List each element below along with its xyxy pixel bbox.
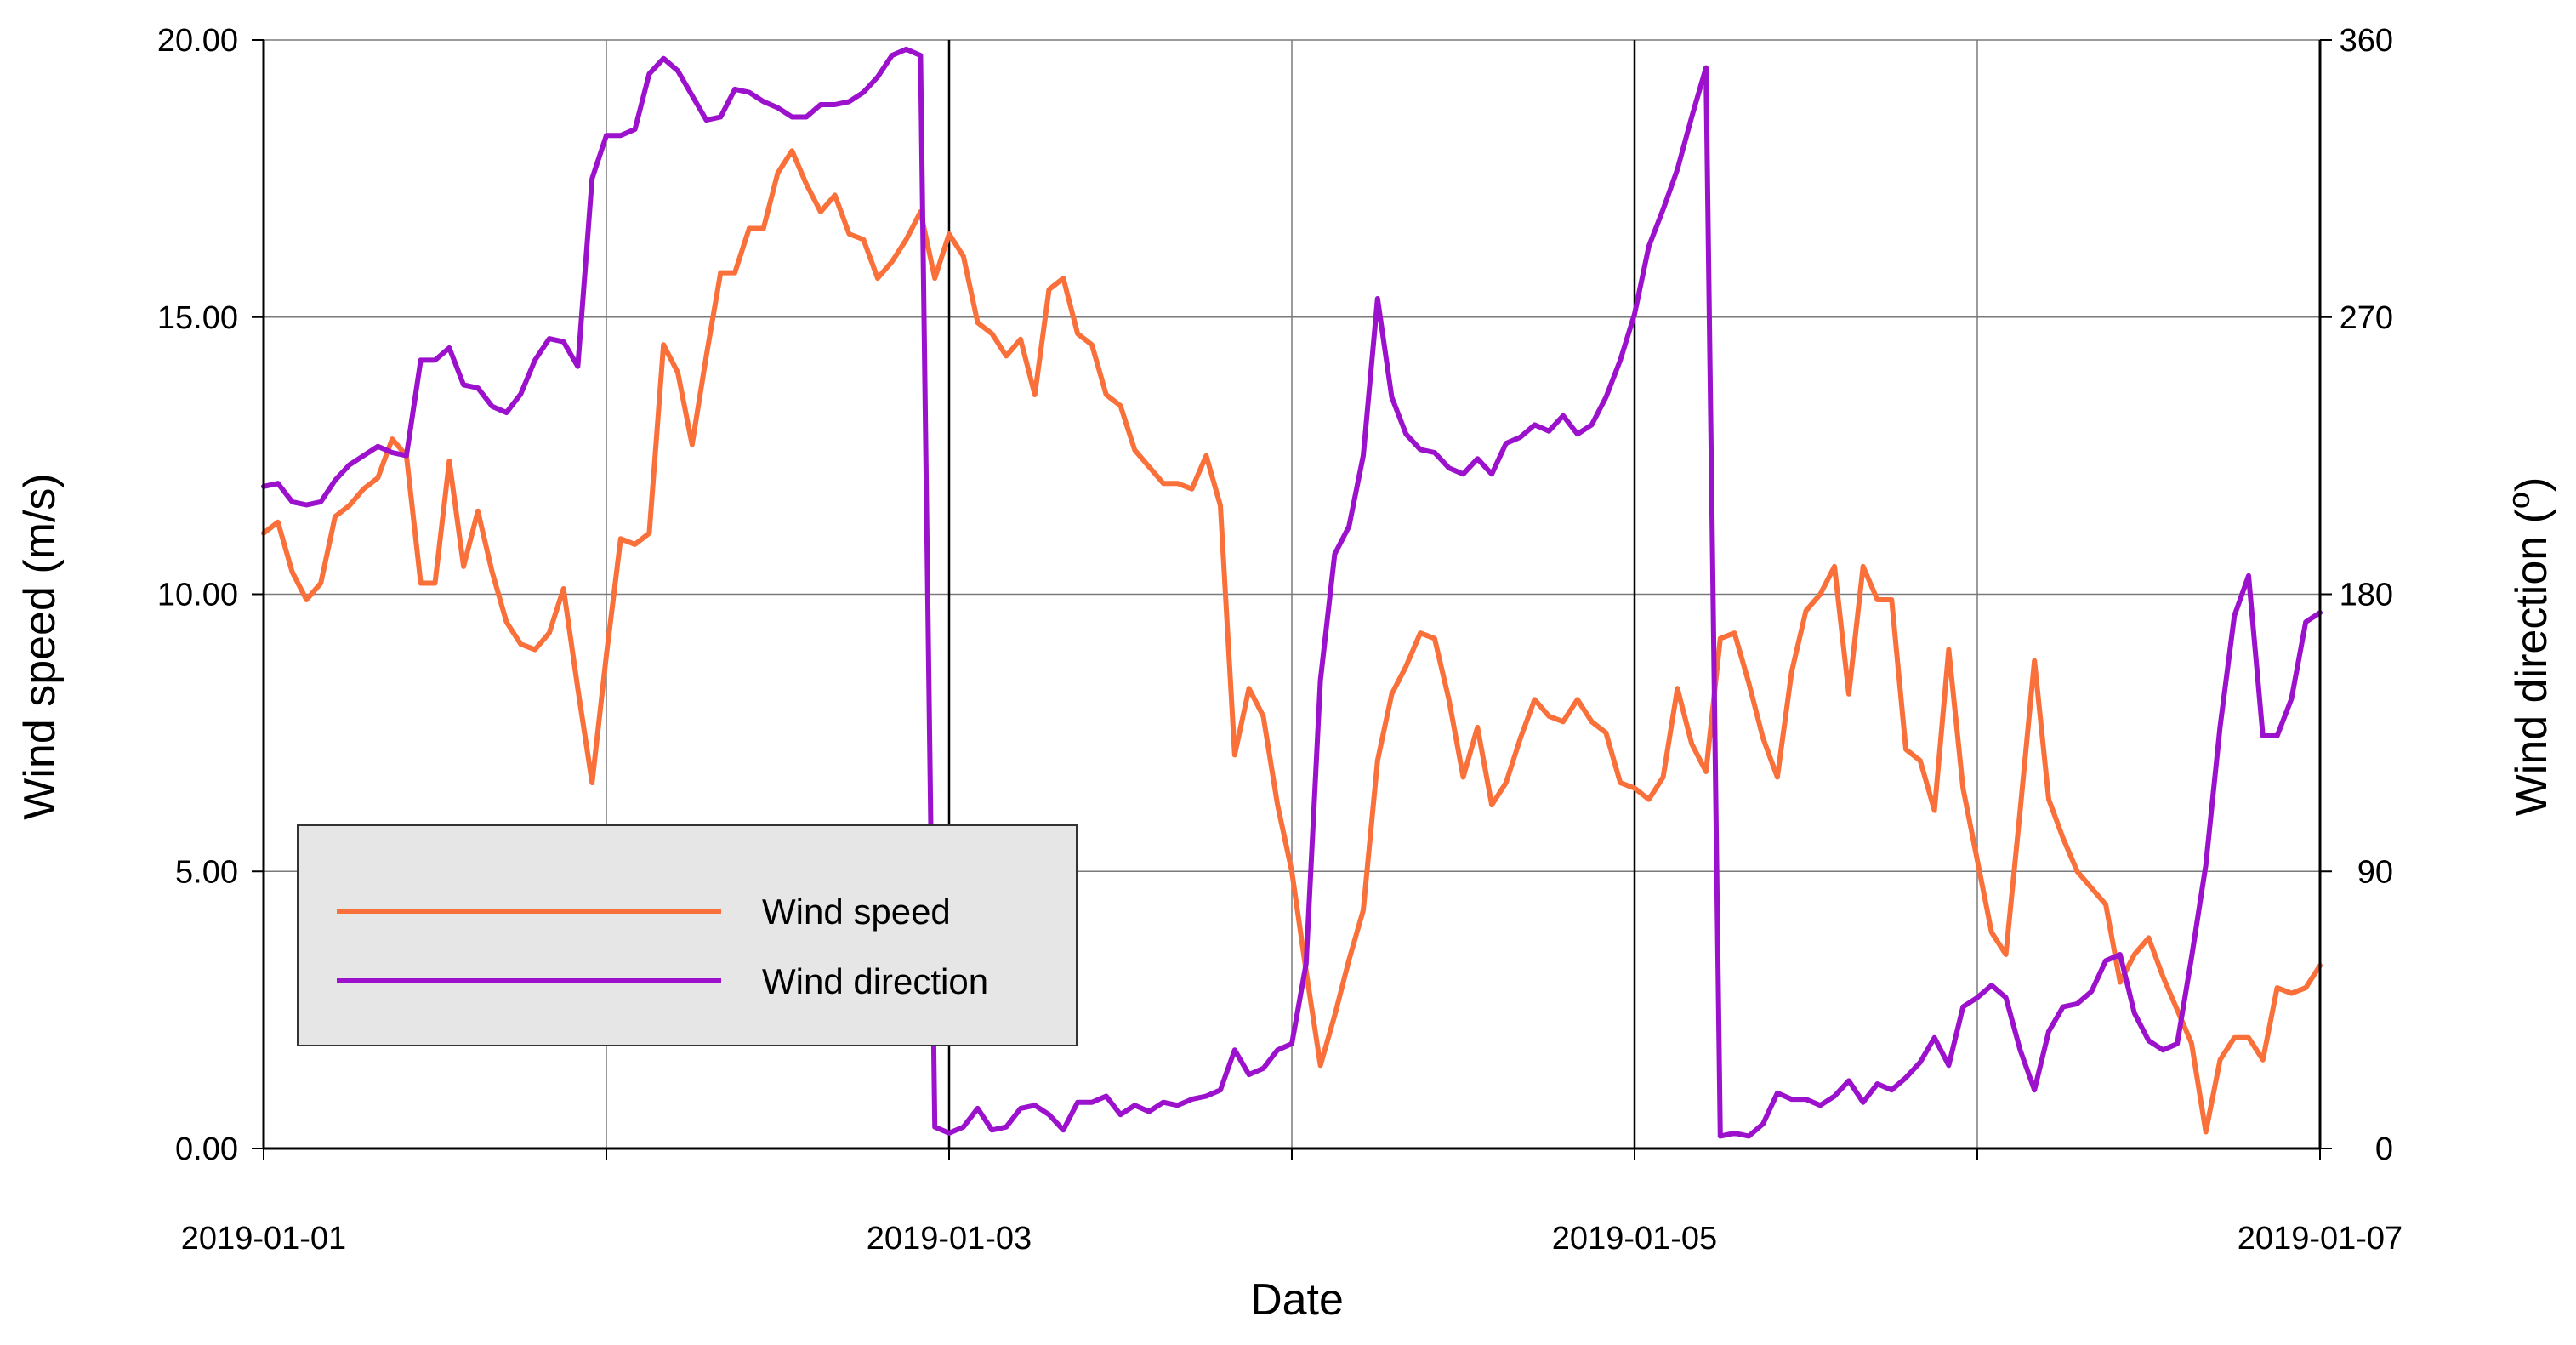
y-axis-right-title-close: ) bbox=[2507, 477, 2556, 492]
y-left-tick-label: 15.00 bbox=[157, 300, 238, 336]
x-tick-label: 2019-01-07 bbox=[2238, 1221, 2403, 1257]
series-layer bbox=[261, 46, 2323, 1139]
y-axis-left-title: Wind speed (m/s) bbox=[15, 473, 65, 819]
y-right-tick-label: 90 bbox=[2357, 854, 2393, 890]
y-right-tick-label: 270 bbox=[2340, 300, 2393, 336]
series-line-wind-speed bbox=[261, 148, 2323, 1135]
y-right-tick-label: 360 bbox=[2340, 23, 2393, 59]
x-tick-label: 2019-01-01 bbox=[181, 1221, 346, 1257]
y-left-tick-label: 0.00 bbox=[175, 1131, 238, 1167]
x-tick-label: 2019-01-05 bbox=[1552, 1221, 1717, 1257]
y-left-tick-label: 5.00 bbox=[175, 854, 238, 890]
legend-label-wind-direction: Wind direction bbox=[762, 961, 988, 1001]
y-axis-right-title: Wind direction (o) bbox=[2501, 477, 2557, 817]
y-left-tick-label: 20.00 bbox=[157, 23, 238, 59]
y-axis-right-title-superscript: o bbox=[2501, 492, 2536, 509]
y-right-tick-label: 180 bbox=[2340, 578, 2393, 613]
legend: Wind speed Wind direction bbox=[297, 824, 1078, 1046]
y-axis-right-title-text: Wind direction ( bbox=[2507, 508, 2556, 816]
x-tick-label: 2019-01-03 bbox=[867, 1221, 1032, 1257]
axes-layer bbox=[262, 40, 2322, 1150]
tick-labels: 0.00 5.00 10.00 15.00 20.00 0 90 180 270 360 2019-… bbox=[157, 23, 2403, 1257]
series-line-wind-direction bbox=[261, 46, 2323, 1139]
x-axis-title: Date bbox=[1250, 1275, 1344, 1325]
y-right-tick-label: 0 bbox=[2375, 1131, 2393, 1167]
legend-box bbox=[297, 824, 1078, 1046]
y-left-tick-label: 10.00 bbox=[157, 578, 238, 613]
legend-label-wind-speed: Wind speed bbox=[762, 892, 951, 932]
